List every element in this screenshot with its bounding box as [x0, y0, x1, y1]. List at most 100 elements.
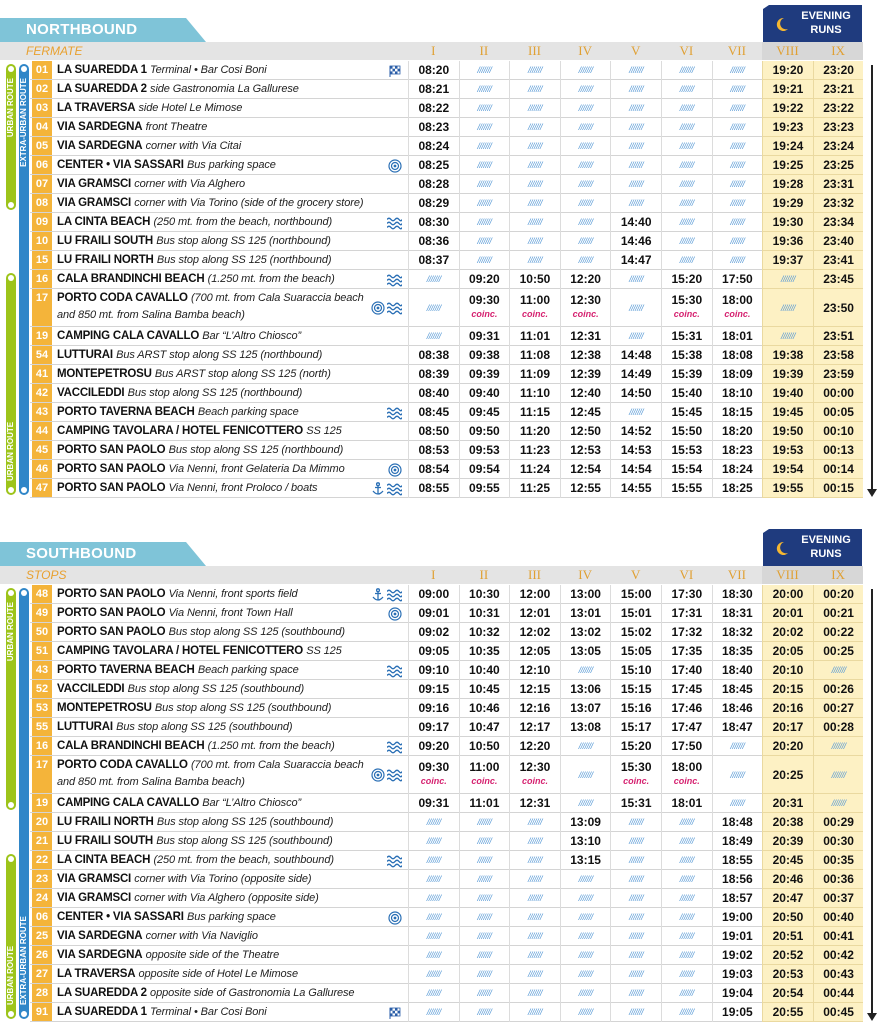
- time: 19:04: [722, 986, 753, 1000]
- time-cell: 12:50: [559, 422, 611, 441]
- time: 14:40: [620, 215, 652, 229]
- stop-desc: opposite side of the Theatre: [145, 949, 280, 961]
- run-number: I: [431, 567, 436, 582]
- time-cell: 18:01: [661, 794, 712, 813]
- row-bg: [30, 403, 862, 422]
- stop-desc: side Gastronomia La Gallurese: [150, 83, 299, 95]
- stop-title: LA SUAREDDA 1: [57, 64, 147, 76]
- time-cell: 19:03: [711, 965, 763, 984]
- no-service: ///////: [679, 931, 695, 941]
- row-bg: [30, 908, 862, 927]
- no-service: ///////: [780, 274, 796, 284]
- time-cell: 12:31: [559, 327, 611, 346]
- no-service: ///////: [679, 65, 695, 75]
- stop-title: LUTTURAI: [57, 349, 113, 361]
- row-bg: [30, 346, 862, 365]
- time: 00:30: [823, 834, 854, 848]
- evening-header-bg: [762, 42, 864, 60]
- time: 17:46: [671, 701, 703, 715]
- icon-target-svg: [388, 606, 402, 621]
- no-service: ///////: [831, 798, 847, 808]
- time: 11:00: [469, 760, 500, 774]
- time: 19:50: [772, 424, 804, 438]
- time: 09:45: [469, 405, 500, 419]
- evening-cells: [762, 232, 864, 251]
- no-service: ///////: [730, 217, 745, 227]
- time-cell: ///////: [711, 175, 763, 194]
- time-cell: 09:39: [458, 365, 510, 384]
- time-cell: 15:30 coinc.: [661, 289, 712, 327]
- time-cell: ///////: [661, 137, 712, 156]
- time-cell: 18:47: [711, 718, 763, 737]
- time-cell: 12:15: [509, 680, 560, 699]
- no-service: ///////: [578, 950, 594, 960]
- time-cell: 18:31: [711, 604, 763, 623]
- stop-title: PORTO TAVERNA BEACH: [57, 664, 195, 676]
- evening-cells: [762, 270, 864, 289]
- time-cell: ///////: [610, 832, 661, 851]
- time: 08:22: [418, 101, 450, 115]
- time: 12:01: [519, 606, 551, 620]
- route-label: EXTRA-URBAN ROUTE: [19, 78, 28, 167]
- time-cell: 19:39: [762, 365, 813, 384]
- no-service: ///////: [679, 950, 695, 960]
- time-cell: 09:16: [408, 699, 459, 718]
- stop-desc: Beach parking space: [197, 664, 299, 676]
- time: 19:45: [772, 405, 804, 419]
- row-bg: [30, 441, 862, 460]
- stop-title: VIA SARDEGNA: [57, 140, 143, 152]
- time-cell: ///////: [661, 946, 712, 965]
- time-cell: ///////: [458, 194, 510, 213]
- time-cell: ///////: [408, 851, 459, 870]
- time-cell: ///////: [812, 737, 864, 756]
- evening-cells: [762, 175, 864, 194]
- stop-name: VACCILEDDI Bus stop along SS 125 (southb…: [57, 680, 382, 699]
- no-service: ///////: [527, 179, 543, 189]
- time-cell: 09:15: [408, 680, 459, 699]
- time: 15:31: [620, 796, 652, 810]
- icon-waves-svg: [386, 407, 403, 419]
- time-cell: 13:15: [559, 851, 611, 870]
- time: 00:37: [823, 891, 854, 905]
- stop-number: 05: [32, 137, 52, 155]
- time: 12:55: [570, 481, 601, 495]
- route-bar: [6, 273, 16, 495]
- no-service: ///////: [527, 931, 543, 941]
- time-cell: 09:38: [458, 346, 510, 365]
- no-service: ///////: [426, 969, 442, 979]
- run-number: IX: [831, 43, 845, 58]
- time-cell: ///////: [610, 194, 661, 213]
- no-service: ///////: [578, 255, 594, 265]
- time: 23:58: [823, 348, 854, 362]
- time: 19:03: [722, 967, 753, 981]
- coinc-note: coinc.: [724, 309, 751, 319]
- no-service: ///////: [578, 912, 594, 922]
- time-cell: 00:10: [812, 422, 864, 441]
- time-cell: 20:38: [762, 813, 813, 832]
- stop-desc: Via Nenni, front Proloco / boats: [168, 482, 318, 494]
- time-cell: 00:20: [812, 585, 864, 604]
- time-cell: 09:01: [408, 604, 459, 623]
- time: 00:05: [823, 405, 854, 419]
- time: 11:08: [519, 348, 550, 362]
- time: 15:50: [671, 424, 703, 438]
- stop-desc: Bus stop along SS 125 (northbound): [168, 444, 344, 456]
- time-cell: 15:20: [610, 737, 661, 756]
- time: 19:28: [772, 177, 804, 191]
- time: 18:32: [722, 625, 753, 639]
- stop-title: CALA BRANDINCHI BEACH: [57, 740, 205, 752]
- row-bg: [30, 194, 862, 213]
- icon-waves-svg: [386, 274, 403, 286]
- evening-cells: [762, 642, 864, 661]
- stop-name: VIA GRAMSCI corner with Via Torino (side…: [57, 194, 382, 213]
- time-cell: 00:25: [812, 642, 864, 661]
- stop-desc: opposite side of Hotel Le Mimose: [138, 968, 299, 980]
- time-cell: 18:46: [711, 699, 763, 718]
- stops-label: STOPS: [26, 568, 67, 582]
- evening-cells: [762, 794, 864, 813]
- time: 13:00: [570, 587, 601, 601]
- stop-name: CAMPING TAVOLARA / HOTEL FENICOTTERO SS …: [57, 422, 382, 441]
- time: 23:24: [823, 139, 854, 153]
- time-cell: 12:20: [559, 270, 611, 289]
- no-service: ///////: [527, 103, 543, 113]
